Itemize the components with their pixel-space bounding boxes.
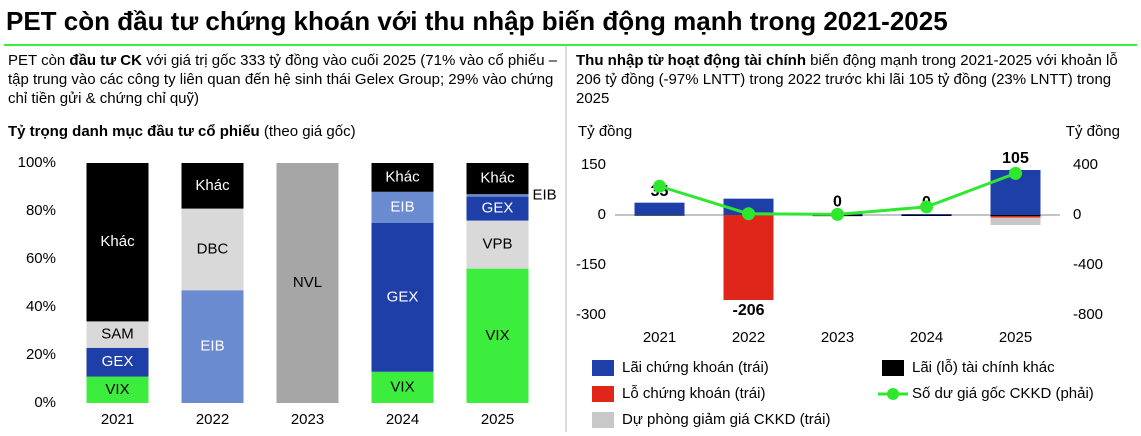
- x-tick-label: 2022: [732, 329, 765, 346]
- y-tick-label: 80%: [26, 202, 56, 219]
- segment-label: EIB: [533, 186, 557, 203]
- y-tick-label: -150: [576, 256, 606, 273]
- y-axis-title: Tỷ đồng: [578, 123, 632, 140]
- x-tick-label: 2021: [101, 411, 134, 428]
- legend-marker: [592, 360, 614, 376]
- bar-segment: [634, 215, 685, 216]
- legend-marker: [592, 386, 614, 402]
- legend-label: Dự phòng giảm giá CKKD (trái): [622, 411, 830, 428]
- text-bold: Thu nhập từ hoạt động tài chính: [576, 52, 806, 69]
- bar-segment: [371, 371, 434, 403]
- x-tick-label: 2021: [643, 329, 676, 346]
- text: với giá trị gốc 333 tỷ đồng vào cuối 202…: [8, 52, 558, 107]
- legend-marker: [887, 388, 899, 400]
- bar-segment: [634, 202, 685, 215]
- x-tick-label: 2024: [910, 329, 943, 346]
- bar-segment: [901, 215, 952, 216]
- segment-label: VIX: [105, 381, 129, 398]
- x-tick-label: 2025: [481, 411, 514, 428]
- y2-axis-title: Tỷ đồng: [1066, 123, 1120, 140]
- bar-segment: [86, 163, 149, 322]
- segment-label: NVL: [293, 274, 322, 291]
- y-tick-label: 0: [598, 206, 606, 223]
- segment-label: GEX: [102, 353, 134, 370]
- text-bold: đầu tư CK: [69, 52, 142, 69]
- text-bold: Tỷ trọng danh mục đầu tư cổ phiếu: [8, 123, 260, 140]
- x-tick-label: 2024: [386, 411, 419, 428]
- y-tick-label: 150: [581, 156, 606, 173]
- y-tick-label: 20%: [26, 346, 56, 363]
- bar-segment: [371, 163, 434, 192]
- bar-segment: [86, 321, 149, 348]
- x-tick-label: 2023: [821, 329, 854, 346]
- y-tick-label: -300: [576, 306, 606, 323]
- segment-label: EIB: [200, 338, 224, 355]
- segment-label: GEX: [387, 288, 419, 305]
- bar-segment: [990, 216, 1041, 218]
- bar-segment: [86, 347, 149, 377]
- right-text: Thu nhập từ hoạt động tài chính biến độn…: [576, 51, 1121, 108]
- total-label: 0: [833, 194, 842, 211]
- x-tick-label: 2022: [196, 411, 229, 428]
- x-tick-label: 2023: [291, 411, 324, 428]
- segment-label: SAM: [101, 326, 134, 343]
- bar-segment: [371, 223, 434, 372]
- y2-tick-label: 400: [1073, 156, 1098, 173]
- segment-label: VIX: [390, 378, 414, 395]
- total-label: 105: [1002, 150, 1029, 167]
- legend-marker: [592, 412, 614, 428]
- segment-label: VPB: [482, 236, 512, 253]
- bar-segment: [990, 217, 1041, 225]
- text: biến động mạnh trong 2021-2025 với khoản…: [576, 52, 1118, 107]
- line-point: [742, 207, 755, 221]
- page-title: PET còn đầu tư chứng khoán với thu nhập …: [6, 6, 948, 36]
- segment-label: DBC: [197, 240, 229, 257]
- legend-marker: [882, 360, 904, 376]
- segment-label: Khác: [195, 177, 230, 194]
- bar-segment: [466, 163, 529, 195]
- y2-tick-label: 0: [1073, 206, 1081, 223]
- y-tick-label: 100%: [18, 154, 56, 171]
- line-point: [831, 207, 844, 221]
- bar-segment: [86, 376, 149, 403]
- bar-segment: [276, 163, 339, 403]
- bar-segment: [723, 215, 774, 300]
- bar-segment: [466, 220, 529, 269]
- segment-label: Khác: [100, 233, 135, 250]
- legend-label: Lãi chứng khoán (trái): [622, 359, 769, 376]
- left-text: PET còn đầu tư CK với giá trị gốc 333 tỷ…: [8, 51, 558, 108]
- segment-label: EIB: [390, 198, 414, 215]
- y2-tick-label: -400: [1073, 256, 1103, 273]
- chart-title: Tỷ trọng danh mục đầu tư cổ phiếu (theo …: [8, 122, 356, 141]
- line-point: [653, 179, 666, 193]
- bar-segment: [466, 196, 529, 221]
- line-point: [920, 200, 933, 214]
- text: PET còn: [8, 52, 70, 69]
- bar-segment: [371, 191, 434, 223]
- segment-label: Khác: [480, 170, 515, 187]
- bar-segment: [181, 290, 244, 403]
- bar-segment: [466, 194, 529, 197]
- legend-label: Lãi (lỗ) tài chính khác: [912, 359, 1055, 376]
- x-tick-label: 2025: [999, 329, 1032, 346]
- y-tick-label: 0%: [34, 394, 56, 411]
- y2-tick-label: -800: [1073, 306, 1103, 323]
- bar-segment: [181, 208, 244, 291]
- bar-segment: [901, 214, 952, 215]
- bar-segment: [181, 163, 244, 209]
- total-label: -206: [732, 302, 764, 319]
- segment-label: GEX: [482, 200, 514, 217]
- y-tick-label: 60%: [26, 250, 56, 267]
- bar-segment: [466, 268, 529, 403]
- legend-label: Số dư giá gốc CKKD (phải): [912, 385, 1094, 402]
- text: (theo giá gốc): [263, 123, 356, 140]
- segment-label: VIX: [485, 327, 509, 344]
- line-point: [1009, 166, 1022, 180]
- legend-label: Lỗ chứng khoán (trái): [622, 385, 765, 402]
- bar-segment: [990, 215, 1041, 216]
- segment-label: Khác: [385, 168, 420, 185]
- y-tick-label: 40%: [26, 298, 56, 315]
